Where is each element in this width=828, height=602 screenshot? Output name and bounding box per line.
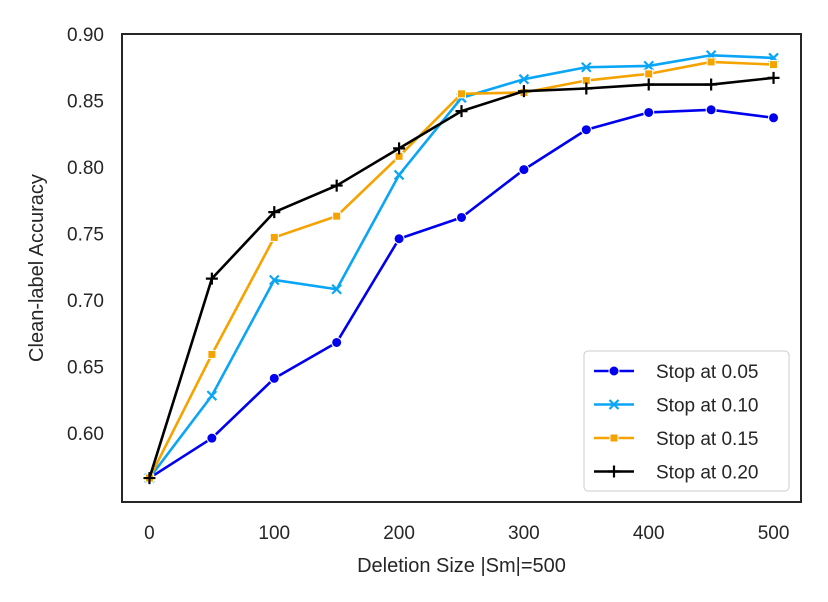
legend-marker: [608, 365, 620, 377]
series-4: [143, 71, 780, 485]
legend-box: [583, 350, 790, 492]
data-point: [767, 71, 780, 84]
data-point: [580, 124, 592, 136]
data-point: [331, 336, 343, 348]
data-point: [769, 60, 779, 70]
y-tick-label: 0.65: [67, 357, 104, 378]
data-point: [331, 283, 342, 295]
data-point: [393, 169, 405, 181]
y-tick-label: 0.80: [67, 158, 104, 179]
data-point: [705, 78, 718, 91]
data-point: [269, 232, 279, 242]
data-point: [644, 69, 654, 79]
plot-frame: [121, 33, 802, 503]
x-axis-label: Deletion Size |Sm|=500: [357, 555, 566, 577]
legend-label: Stop at 0.10: [656, 396, 758, 417]
legend-label: Stop at 0.05: [656, 362, 758, 383]
data-point: [456, 211, 467, 223]
data-point: [143, 472, 156, 485]
data-point: [205, 272, 218, 285]
data-point: [207, 349, 217, 359]
data-point: [768, 112, 780, 124]
data-point: [268, 372, 280, 384]
legend-marker: [608, 465, 620, 478]
data-point: [517, 85, 530, 98]
x-tick-label: 400: [633, 523, 665, 544]
data-point: [705, 104, 717, 116]
data-point: [642, 78, 655, 91]
data-point: [518, 164, 530, 176]
y-tick-label: 0.75: [67, 224, 104, 245]
data-point: [581, 61, 592, 73]
legend-label: Stop at 0.20: [656, 463, 758, 484]
x-tick-label: 100: [258, 523, 290, 544]
y-tick-label: 0.60: [67, 424, 104, 445]
legend-marker: [609, 433, 619, 443]
axis-ticks: 0 100 200 300 400 500 0.60 0.65 0.70 0.75 0.80 0.85…: [67, 25, 789, 544]
data-point: [643, 106, 655, 118]
data-point: [206, 432, 218, 444]
legend-marker: [608, 399, 620, 410]
data-point: [330, 179, 343, 192]
y-tick-label: 0.90: [67, 25, 104, 46]
legend-item: Stop at 0.05: [594, 362, 758, 383]
data-point: [580, 82, 593, 95]
y-tick-label: 0.85: [67, 91, 104, 112]
data-point: [643, 60, 655, 72]
data-point: [206, 390, 218, 401]
data-point: [393, 233, 405, 245]
legend-item: Stop at 0.20: [594, 463, 758, 484]
data-point: [268, 274, 280, 286]
x-tick-label: 300: [508, 523, 540, 544]
data-point: [518, 73, 530, 85]
legend-item: Stop at 0.10: [594, 396, 758, 417]
x-tick-label: 200: [383, 523, 415, 544]
legend: Stop at 0.05 Stop at 0.10 Stop at 0.15 Stop…: [583, 350, 790, 492]
data-point: [457, 89, 466, 99]
data-point: [268, 206, 281, 219]
data-point: [706, 57, 716, 67]
plot-marks: [143, 49, 780, 485]
x-tick-label: 500: [758, 523, 790, 544]
series-1: [143, 104, 780, 484]
y-tick-label: 0.70: [67, 291, 104, 312]
data-point: [455, 105, 468, 118]
x-tick-label: 0: [144, 523, 155, 544]
data-point: [332, 211, 342, 221]
legend-item: Stop at 0.15: [594, 429, 758, 450]
data-point: [393, 142, 406, 155]
legend-label: Stop at 0.15: [656, 429, 758, 450]
y-axis-label: Clean-label Accuracy: [26, 174, 48, 362]
